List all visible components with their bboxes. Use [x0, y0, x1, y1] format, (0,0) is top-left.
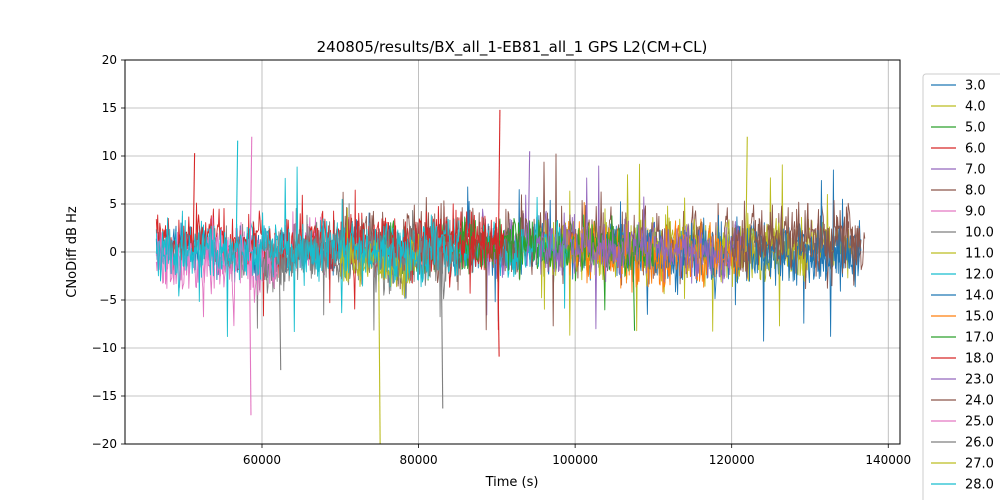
legend-item-28.0: 28.0: [931, 478, 994, 493]
spike: [278, 251, 282, 371]
x-tick-label: 120000: [709, 453, 755, 467]
legend-label: 28.0: [965, 478, 994, 493]
y-tick-label: 5: [109, 197, 117, 211]
spike: [192, 153, 196, 253]
legend-label: 15.0: [965, 310, 994, 325]
y-tick-label: −15: [92, 389, 117, 403]
legend-label: 27.0: [965, 457, 994, 472]
series-line-23.0: [535, 165, 748, 330]
legend-label: 8.0: [965, 184, 986, 199]
legend-item-10.0: 10.0: [931, 226, 994, 241]
chart-title: 240805/results/BX_all_1-EB81_all_1 GPS L…: [317, 38, 708, 57]
spike: [745, 136, 748, 253]
spike: [497, 251, 500, 357]
x-tick-label: 80000: [399, 453, 437, 467]
y-tick-label: 15: [102, 101, 117, 115]
legend-item-3.0: 3.0: [931, 79, 986, 94]
legend-label: 25.0: [965, 415, 994, 430]
legend-label: 14.0: [965, 289, 994, 304]
y-axis-label: CNoDiff dB Hz: [65, 206, 80, 298]
legend-item-12.0: 12.0: [931, 268, 994, 283]
legend-item-25.0: 25.0: [931, 415, 994, 430]
x-tick-label: 140000: [865, 453, 911, 467]
legend-item-17.0: 17.0: [931, 331, 994, 346]
legend-item-14.0: 14.0: [931, 289, 994, 304]
series-layer: [155, 109, 866, 444]
legend-label: 3.0: [965, 79, 986, 94]
x-axis-ticks: 60000 80000 100000 120000 140000: [243, 444, 911, 467]
legend-item-11.0: 11.0: [931, 247, 994, 262]
y-tick-label: −10: [92, 341, 117, 355]
spike: [235, 140, 239, 253]
legend-item-18.0: 18.0: [931, 352, 994, 367]
legend-item-9.0: 9.0: [931, 205, 986, 220]
series-line-25.0: [155, 216, 279, 327]
legend-item-8.0: 8.0: [931, 184, 986, 199]
legend-label: 18.0: [965, 352, 994, 367]
legend-item-27.0: 27.0: [931, 457, 994, 472]
y-tick-label: 0: [109, 245, 117, 259]
series-line-28.0: [155, 166, 459, 337]
legend-item-15.0: 15.0: [931, 310, 994, 325]
spike: [378, 251, 381, 444]
x-axis-label: Time (s): [485, 475, 539, 490]
legend-item-4.0: 4.0: [931, 100, 986, 115]
legend-item-7.0: 7.0: [931, 163, 986, 178]
series-line-24.0: [731, 200, 862, 287]
y-tick-label: −5: [99, 293, 117, 307]
spike: [440, 251, 444, 409]
y-tick-label: 20: [102, 53, 117, 67]
legend-label: 11.0: [965, 247, 994, 262]
spike: [527, 151, 531, 253]
legend-label: 26.0: [965, 436, 994, 451]
legend-label: 7.0: [965, 163, 986, 178]
legend-label: 10.0: [965, 226, 994, 241]
spike: [632, 251, 636, 331]
legend-frame: [922, 73, 1000, 500]
x-tick-label: 100000: [552, 453, 598, 467]
legend-label: 12.0: [965, 268, 994, 283]
spike: [248, 251, 252, 416]
legend-label: 5.0: [965, 121, 986, 136]
legend-item-24.0: 24.0: [931, 394, 994, 409]
legend: 3.0 4.0 5.0 6.0 7.0 8.0 9.0 10.0 11.0 12.0 14.0 15.…: [922, 73, 1000, 500]
legend-label: 6.0: [965, 142, 986, 157]
x-tick-label: 60000: [243, 453, 281, 467]
legend-label: 9.0: [965, 205, 986, 220]
legend-label: 17.0: [965, 331, 994, 346]
y-tick-label: −20: [92, 437, 117, 451]
y-tick-label: 10: [102, 149, 117, 163]
legend-item-5.0: 5.0: [931, 121, 986, 136]
y-axis-ticks: −20 −15 −10 −5 0 5 10 15 20: [92, 53, 125, 451]
legend-item-26.0: 26.0: [931, 436, 994, 451]
spike: [249, 136, 253, 253]
legend-item-23.0: 23.0: [931, 373, 994, 388]
legend-label: 4.0: [965, 100, 986, 115]
legend-label: 23.0: [965, 373, 994, 388]
legend-item-6.0: 6.0: [931, 142, 986, 157]
legend-label: 24.0: [965, 394, 994, 409]
spike: [497, 109, 501, 253]
